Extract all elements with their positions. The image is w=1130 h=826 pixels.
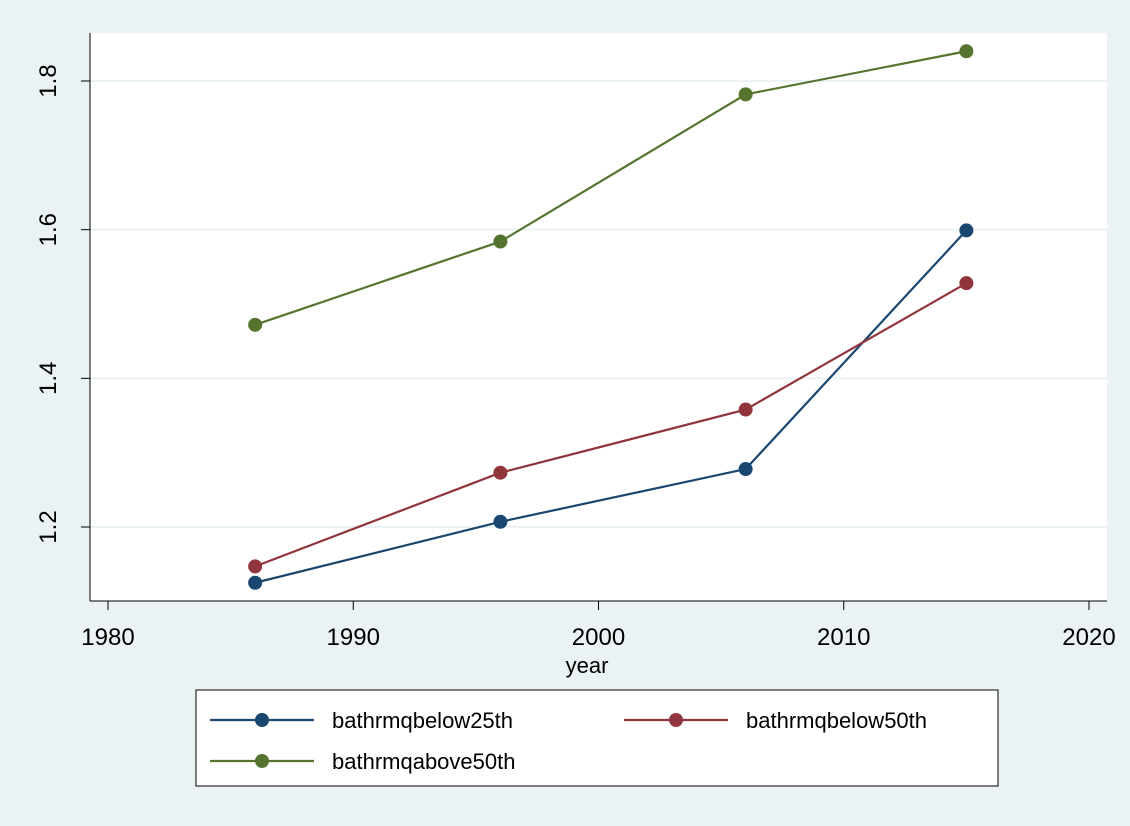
data-point-bathrmqbelow25th [738,462,753,477]
x-axis-title: year [566,653,609,678]
data-point-bathrmqabove50th [959,44,974,59]
series-line-bathrmqbelow50th [254,282,967,568]
x-tick-label: 1980 [81,624,134,651]
legend-label: bathrmqabove50th [332,749,515,774]
series-lines [248,44,974,590]
legend-label: bathrmqbelow25th [332,708,513,733]
y-tick-label: 1.4 [35,362,62,395]
legend-marker-bathrmqabove50th [255,754,269,768]
y-tick-label: 1.8 [35,64,62,97]
legend-marker-bathrmqbelow25th [255,713,269,727]
data-point-bathrmqbelow25th [959,223,974,238]
x-tick-label: 2000 [572,624,625,651]
legend-box [195,689,999,787]
data-point-bathrmqbelow50th [248,559,263,574]
legend-marker-bathrmqbelow50th [669,713,683,727]
data-point-bathrmqbelow50th [738,402,753,417]
gridlines [90,80,1107,528]
plot-area [90,33,1107,601]
series-line-bathrmqbelow25th [254,229,968,584]
x-tick-label: 2010 [817,624,870,651]
data-point-bathrmqbelow25th [493,514,508,529]
data-point-bathrmqbelow50th [493,465,508,480]
data-point-bathrmqbelow25th [248,575,263,590]
legend: bathrmqbelow25th bathrmqbelow50th bathrmqa… [195,689,999,787]
data-point-bathrmqabove50th [738,87,753,102]
data-point-bathrmqabove50th [248,317,263,332]
legend-label: bathrmqbelow50th [746,708,927,733]
y-tick-label: 1.6 [35,213,62,246]
series-line-bathrmqabove50th [254,50,967,326]
x-tick-label: 2020 [1062,624,1115,651]
data-point-bathrmqbelow50th [959,276,974,291]
x-tick-label: 1990 [327,624,380,651]
y-tick-label: 1.2 [35,510,62,543]
data-point-bathrmqabove50th [493,234,508,249]
axes: 1.2 1.4 1.6 1.8 1980 1990 2000 2010 2020 [35,33,1116,651]
